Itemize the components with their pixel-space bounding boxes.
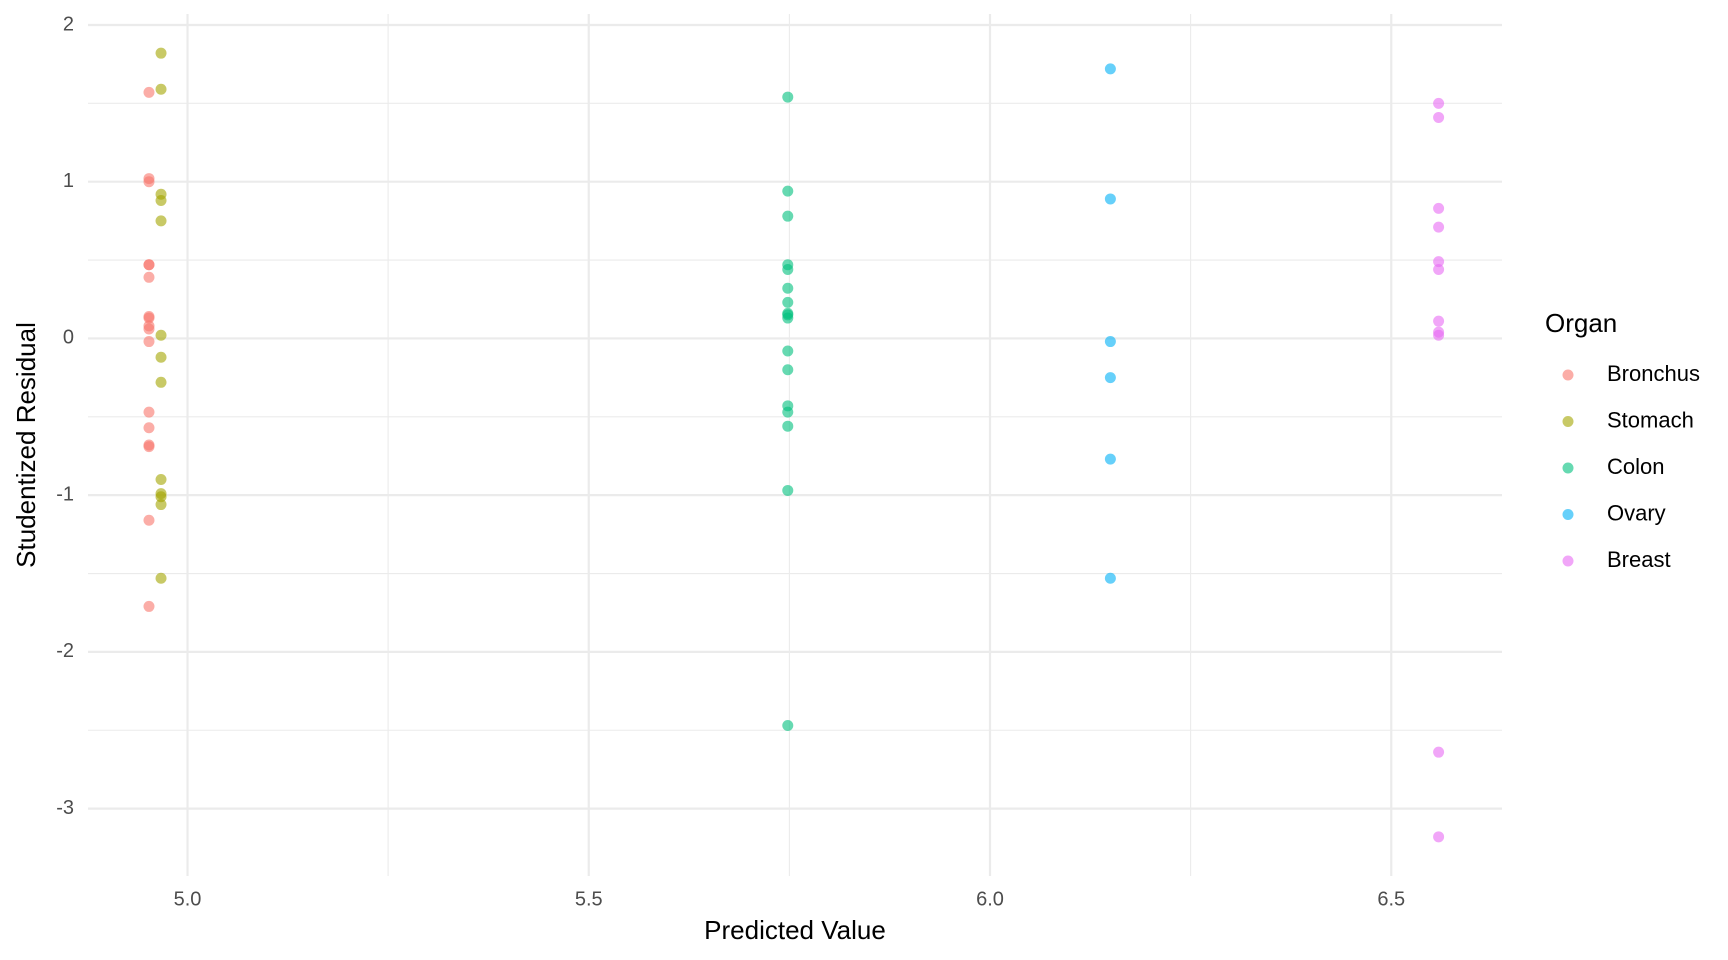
point bbox=[782, 282, 794, 294]
point bbox=[1104, 572, 1116, 584]
point bbox=[782, 210, 794, 222]
point bbox=[155, 499, 167, 511]
legend-label: Stomach bbox=[1607, 407, 1694, 432]
legend-label: Colon bbox=[1607, 454, 1664, 479]
y-tick-label: -1 bbox=[56, 483, 74, 505]
point bbox=[782, 91, 794, 103]
point bbox=[155, 351, 167, 363]
point bbox=[782, 185, 794, 197]
point bbox=[143, 441, 155, 453]
y-tick-label: 1 bbox=[63, 170, 74, 192]
legend-swatch bbox=[1562, 509, 1574, 520]
x-tick-label: 6.0 bbox=[976, 888, 1004, 910]
legend-label: Bronchus bbox=[1607, 361, 1700, 386]
point bbox=[782, 296, 794, 308]
point bbox=[155, 329, 167, 341]
point bbox=[1104, 193, 1116, 205]
y-tick-label: 0 bbox=[63, 327, 74, 349]
point bbox=[782, 345, 794, 357]
point bbox=[1433, 97, 1445, 109]
legend-swatch bbox=[1562, 369, 1574, 381]
point bbox=[1433, 315, 1445, 327]
point bbox=[782, 420, 794, 432]
legend-title: Organ bbox=[1545, 308, 1617, 338]
point bbox=[1433, 256, 1445, 268]
point bbox=[155, 215, 167, 227]
point bbox=[143, 86, 155, 98]
y-tick-label: 2 bbox=[63, 13, 74, 35]
point bbox=[1104, 63, 1116, 75]
point bbox=[143, 406, 155, 418]
y-axis-title: Studentized Residual bbox=[11, 322, 41, 568]
point bbox=[155, 491, 167, 503]
point bbox=[782, 720, 794, 732]
legend-label: Ovary bbox=[1607, 500, 1666, 525]
point bbox=[1104, 336, 1116, 348]
x-tick-label: 5.5 bbox=[575, 888, 603, 910]
point bbox=[782, 312, 794, 324]
point bbox=[143, 600, 155, 612]
point bbox=[782, 484, 794, 496]
point bbox=[143, 312, 155, 324]
point bbox=[155, 572, 167, 584]
point bbox=[143, 422, 155, 434]
point bbox=[1433, 221, 1445, 233]
legend: Bronchus Stomach Colon Ovary Breast bbox=[1562, 361, 1700, 572]
point bbox=[1433, 202, 1445, 214]
point bbox=[1433, 746, 1445, 758]
legend-swatch bbox=[1562, 555, 1574, 567]
point bbox=[143, 271, 155, 283]
point bbox=[1433, 263, 1445, 275]
point bbox=[143, 259, 155, 271]
point bbox=[1104, 453, 1116, 465]
point bbox=[155, 83, 167, 95]
point bbox=[143, 323, 155, 335]
point bbox=[143, 176, 155, 188]
point bbox=[1104, 372, 1116, 384]
point bbox=[1433, 111, 1445, 123]
point bbox=[782, 406, 794, 418]
points bbox=[143, 47, 1445, 843]
point bbox=[155, 47, 167, 59]
legend-swatch bbox=[1562, 416, 1574, 427]
x-axis-title: Predicted Value bbox=[704, 915, 886, 945]
point bbox=[143, 336, 155, 348]
x-tick-label: 5.0 bbox=[174, 888, 202, 910]
grid bbox=[88, 14, 1502, 876]
point bbox=[155, 376, 167, 388]
point bbox=[782, 364, 794, 376]
point bbox=[155, 473, 167, 485]
point bbox=[155, 195, 167, 207]
y-tick-label: -2 bbox=[56, 640, 74, 662]
point bbox=[1433, 329, 1445, 341]
point bbox=[782, 263, 794, 275]
point bbox=[143, 514, 155, 526]
legend-swatch bbox=[1562, 462, 1574, 474]
x-tick-label: 6.5 bbox=[1377, 888, 1405, 910]
legend-label: Breast bbox=[1607, 547, 1671, 572]
point bbox=[1433, 831, 1445, 843]
y-tick-label: -3 bbox=[56, 797, 74, 819]
